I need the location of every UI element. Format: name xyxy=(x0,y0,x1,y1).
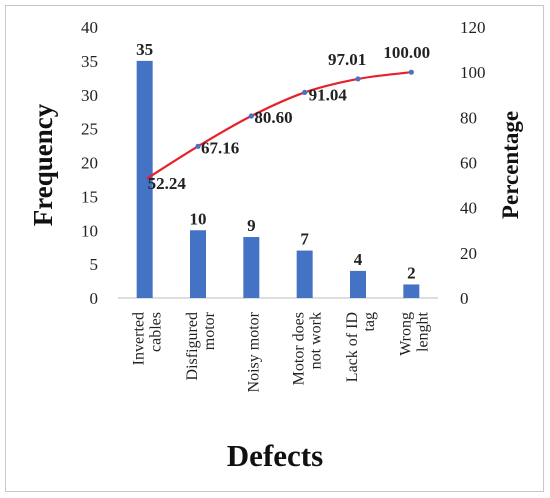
y-tick-label: 25 xyxy=(81,120,98,139)
cumulative-point xyxy=(195,143,201,149)
y2-tick-label: 120 xyxy=(460,18,486,37)
cumulative-points xyxy=(142,69,414,183)
cumulative-value-label: 91.04 xyxy=(309,85,348,104)
y-axis-title: Frequency xyxy=(28,103,58,226)
cumulative-value-label: 67.16 xyxy=(201,138,239,157)
cumulative-value-label: 100.00 xyxy=(383,43,430,62)
cumulative-value-label: 80.60 xyxy=(254,108,292,127)
bar-value-label: 35 xyxy=(136,40,153,59)
category-label: Noisy motor xyxy=(245,311,262,392)
y2-axis-title: Percentage xyxy=(498,111,523,219)
y-tick-label: 30 xyxy=(81,86,98,105)
y-tick-label: 10 xyxy=(81,221,98,240)
y2-tick-label: 20 xyxy=(460,244,477,263)
category-label: Disfiguredmotor xyxy=(184,311,218,380)
y2-tick-label: 100 xyxy=(460,63,486,82)
y2-tick-label: 80 xyxy=(460,108,477,127)
y-tick-label: 20 xyxy=(81,154,98,173)
category-label: Invertedcables xyxy=(131,312,165,365)
y-tick-label: 5 xyxy=(90,255,99,274)
category-label-line: Lack of ID xyxy=(344,312,361,382)
cumulative-value-labels: 52.24 67.16 80.60 91.04 97.01 100.00 xyxy=(148,43,430,193)
cumulative-point xyxy=(355,76,361,82)
bar-value-label: 9 xyxy=(247,216,256,235)
category-label-line: cables xyxy=(148,312,165,352)
y-tick-label: 35 xyxy=(81,52,98,71)
bar xyxy=(350,270,366,298)
cumulative-point xyxy=(142,177,148,183)
y2-tick-label: 60 xyxy=(460,154,477,173)
y2-tick-label: 40 xyxy=(460,199,477,218)
cumulative-point xyxy=(248,113,254,119)
y-tick-label: 40 xyxy=(81,18,98,37)
category-label: Lack of IDtag xyxy=(344,312,378,382)
right-axis-ticks: 0 20 40 60 80 100 120 xyxy=(460,18,486,308)
category-label: Motor doesnot work xyxy=(291,312,325,385)
category-label-line: motor xyxy=(201,311,218,350)
cumulative-value-label: 52.24 xyxy=(148,174,187,193)
left-axis-ticks: 0 5 10 15 20 25 30 35 40 xyxy=(81,18,98,308)
category-label-line: Wrong xyxy=(397,312,414,356)
y-tick-label: 0 xyxy=(90,289,99,308)
bar xyxy=(296,250,313,298)
category-label-line: Inverted xyxy=(131,312,148,365)
x-axis-title: Defects xyxy=(227,438,323,473)
chart-frame xyxy=(5,5,544,492)
category-label: Wronglenght xyxy=(397,311,431,355)
category-label-line: Motor does xyxy=(291,312,308,385)
cumulative-percentage-line xyxy=(144,71,412,181)
cumulative-point xyxy=(302,89,308,96)
bar-value-label: 4 xyxy=(354,250,363,269)
bar xyxy=(243,237,260,298)
y2-tick-label: 0 xyxy=(460,289,469,308)
bar-value-labels: 35 10 9 7 4 2 xyxy=(136,40,415,283)
category-label-line: lenght xyxy=(414,311,431,352)
bar-value-label: 7 xyxy=(300,230,309,249)
cumulative-value-label: 97.01 xyxy=(328,50,366,69)
category-label-line: not work xyxy=(308,312,325,369)
y-tick-label: 15 xyxy=(81,187,98,206)
bar xyxy=(403,284,420,298)
bar-value-label: 2 xyxy=(407,263,416,282)
bar xyxy=(190,230,206,298)
category-label-line: Noisy motor xyxy=(245,311,262,392)
category-label-line: tag xyxy=(361,312,378,332)
bar-value-label: 10 xyxy=(190,209,207,228)
category-label-line: Disfigured xyxy=(184,312,201,380)
category-labels: Invertedcables Disfiguredmotor Noisy motor… xyxy=(131,311,432,392)
cumulative-point xyxy=(408,69,414,75)
